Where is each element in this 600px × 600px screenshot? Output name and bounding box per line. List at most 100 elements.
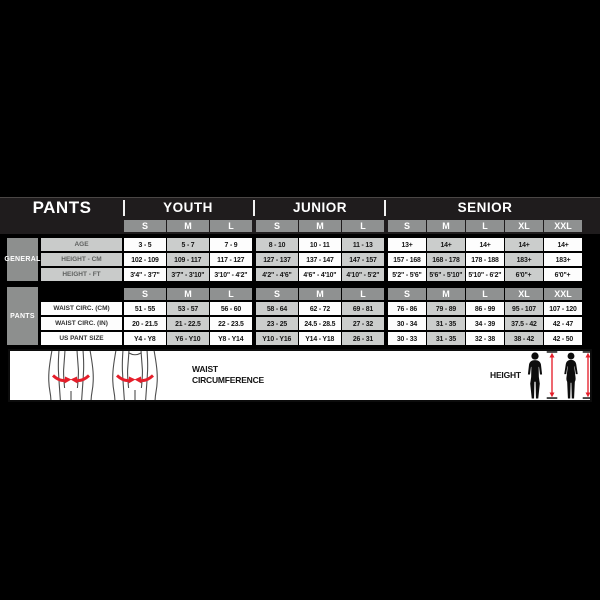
waist-torso-front-illustration <box>48 351 94 400</box>
size-header-cell: S <box>256 220 298 232</box>
size-header-cell: L <box>466 220 504 232</box>
waist-torso-back-illustration <box>112 351 158 400</box>
size-header-cell: M <box>427 287 465 300</box>
data-cell: 3'4" - 3'7" <box>124 268 166 281</box>
data-cell: 102 - 109 <box>124 253 166 266</box>
size-header-cell: M <box>167 287 209 300</box>
data-cell: 4'6" - 4'10" <box>299 268 341 281</box>
data-cell: 37.5 - 42 <box>505 317 543 330</box>
data-cell: 14+ <box>505 238 543 251</box>
data-cell: 14+ <box>544 238 582 251</box>
data-cell: 147 - 157 <box>342 253 384 266</box>
data-cell: 20 - 21.5 <box>124 317 166 330</box>
data-cell: 31 - 35 <box>427 317 465 330</box>
female-silhouette-icon <box>564 352 578 399</box>
data-cell: 109 - 117 <box>167 253 209 266</box>
size-header-cell: M <box>299 220 341 232</box>
data-cell: 157 - 168 <box>388 253 426 266</box>
data-cell: 127 - 137 <box>256 253 298 266</box>
data-cell: 5 - 7 <box>167 238 209 251</box>
data-cell: Y14 - Y18 <box>299 332 341 345</box>
data-cell: 5'6" - 5'10" <box>427 268 465 281</box>
column-group-title: YOUTH <box>163 200 213 215</box>
data-cell: 21 - 22.5 <box>167 317 209 330</box>
data-cell: 86 - 99 <box>466 302 504 315</box>
data-cell: 6'0"+ <box>544 268 582 281</box>
height-label: HEIGHT <box>490 370 521 380</box>
size-header-cell: M <box>427 220 465 232</box>
height-measure-arrow-icon <box>582 351 590 399</box>
data-cell: 31 - 35 <box>427 332 465 345</box>
data-cell: 79 - 89 <box>427 302 465 315</box>
data-cell: 62 - 72 <box>299 302 341 315</box>
data-cell: 4'10" - 5'2" <box>342 268 384 281</box>
data-cell: 14+ <box>466 238 504 251</box>
data-cell: 13+ <box>388 238 426 251</box>
group-separator <box>384 200 386 216</box>
pants-section: PANTS S M L S M L S M L XL XXL WAIST CIRC. (CM) 51 - … <box>0 287 600 345</box>
data-cell: 69 - 81 <box>342 302 384 315</box>
table-header: PANTS YOUTH S M L JUNIOR S M L SENIOR S M L XL XXL <box>0 197 600 234</box>
data-cell: 30 - 34 <box>388 317 426 330</box>
waist-arrow-icon <box>51 374 91 384</box>
data-cell: 27 - 32 <box>342 317 384 330</box>
size-header-cell: L <box>342 287 384 300</box>
size-header-cell: XL <box>505 220 543 232</box>
section-label: PANTS <box>7 287 38 345</box>
waist-circumference-label: WAIST CIRCUMFERENCE <box>192 364 265 385</box>
size-header-cell: XXL <box>544 287 582 300</box>
size-header-cell: L <box>466 287 504 300</box>
row-label: HEIGHT - FT <box>41 268 122 281</box>
size-header-cell: S <box>388 220 426 232</box>
row-label: WAIST CIRC. (CM) <box>41 302 122 315</box>
size-chart: PANTS YOUTH S M L JUNIOR S M L SENIOR S M L XL XXL GE… <box>0 197 600 402</box>
column-group-title: JUNIOR <box>292 200 347 215</box>
data-cell: 34 - 39 <box>466 317 504 330</box>
size-header-cell: S <box>388 287 426 300</box>
data-cell: 8 - 10 <box>256 238 298 251</box>
data-cell: 95 - 107 <box>505 302 543 315</box>
section-label: GENERAL <box>4 238 40 281</box>
size-header-cell: L <box>342 220 384 232</box>
data-cell: 183+ <box>544 253 582 266</box>
data-cell: 42 - 50 <box>544 332 582 345</box>
size-header-cell: M <box>299 287 341 300</box>
size-header-cell: S <box>124 287 166 300</box>
data-cell: 168 - 178 <box>427 253 465 266</box>
data-cell: 51 - 55 <box>124 302 166 315</box>
row-label: US PANT SIZE <box>41 332 122 345</box>
data-cell: 53 - 57 <box>167 302 209 315</box>
data-cell: 14+ <box>427 238 465 251</box>
row-label: WAIST CIRC. (IN) <box>41 317 122 330</box>
data-cell: Y10 - Y16 <box>256 332 298 345</box>
size-header-cell: M <box>167 220 209 232</box>
data-cell: 76 - 86 <box>388 302 426 315</box>
data-cell: 3'7" - 3'10" <box>167 268 209 281</box>
row-label: AGE <box>41 238 122 251</box>
data-cell: 178 - 188 <box>466 253 504 266</box>
data-cell: Y4 - Y8 <box>124 332 166 345</box>
data-cell: 32 - 38 <box>466 332 504 345</box>
column-group-title: SENIOR <box>457 200 513 215</box>
data-cell: 117 - 127 <box>210 253 252 266</box>
size-header-cell: L <box>210 287 252 300</box>
row-label: HEIGHT - CM <box>41 253 122 266</box>
data-cell: Y6 - Y10 <box>167 332 209 345</box>
size-header-cell: S <box>124 220 166 232</box>
male-silhouette-icon <box>527 352 543 399</box>
data-cell: 3 - 5 <box>124 238 166 251</box>
data-cell: 4'2" - 4'6" <box>256 268 298 281</box>
height-measure-arrow-icon <box>546 351 558 399</box>
data-cell: 107 - 120 <box>544 302 582 315</box>
data-cell: 56 - 60 <box>210 302 252 315</box>
data-cell: 30 - 33 <box>388 332 426 345</box>
data-cell: Y8 - Y14 <box>210 332 252 345</box>
data-cell: 58 - 64 <box>256 302 298 315</box>
data-cell: 11 - 13 <box>342 238 384 251</box>
data-cell: 38 - 42 <box>505 332 543 345</box>
data-cell: 5'10" - 6'2" <box>466 268 504 281</box>
data-cell: 183+ <box>505 253 543 266</box>
size-header-cell: L <box>210 220 252 232</box>
